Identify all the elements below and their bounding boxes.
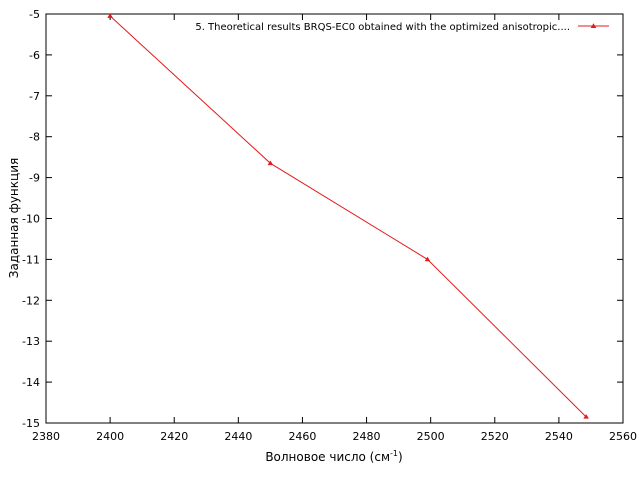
x-tick-label: 2560 — [609, 430, 637, 443]
data-point — [424, 256, 431, 262]
x-axis-title: Волновое число (см-1) — [265, 449, 402, 464]
legend: 5. Theoretical results BRQS-EC0 obtained… — [195, 22, 609, 33]
x-tick-label: 2520 — [481, 430, 509, 443]
plot-frame — [45, 13, 624, 424]
y-tick-label: -12 — [22, 294, 40, 307]
data-point — [583, 414, 589, 419]
y-tick-label: -13 — [22, 335, 40, 348]
x-tick-label: 2420 — [160, 430, 188, 443]
y-tick-label: -8 — [29, 131, 40, 144]
y-tick-label: -14 — [22, 376, 40, 389]
x-tick-label: 2400 — [96, 430, 124, 443]
y-tick-label: -5 — [29, 8, 40, 21]
x-tick-label: 2460 — [288, 430, 316, 443]
y-axis-title: Заданная функция — [7, 158, 21, 278]
x-tick-label: 2440 — [224, 430, 252, 443]
data-point — [107, 13, 113, 18]
x-tick-label: 2540 — [545, 430, 573, 443]
y-tick-label: -15 — [22, 417, 40, 430]
series-layer — [107, 13, 589, 419]
data-point — [267, 160, 274, 166]
y-tick-label: -9 — [29, 172, 40, 185]
legend-marker — [590, 23, 597, 28]
y-tick-label: -11 — [22, 253, 40, 266]
x-axis-ticks: 2380 2400 2420 2440 2460 2480 2500 2520 2540 2560 — [32, 14, 637, 443]
y-tick-label: -10 — [22, 213, 40, 226]
x-tick-label: 2500 — [417, 430, 445, 443]
legend-label: 5. Theoretical results BRQS-EC0 obtained… — [195, 22, 570, 33]
y-axis-ticks: -5 -6 -7 -8 -9 -10 -11 -12 -13 -14 -15 — [22, 8, 623, 430]
x-tick-label: 2480 — [353, 430, 381, 443]
y-tick-label: -6 — [29, 49, 40, 62]
x-tick-label: 2380 — [32, 430, 60, 443]
y-tick-label: -7 — [29, 90, 40, 103]
series-line — [109, 15, 587, 418]
